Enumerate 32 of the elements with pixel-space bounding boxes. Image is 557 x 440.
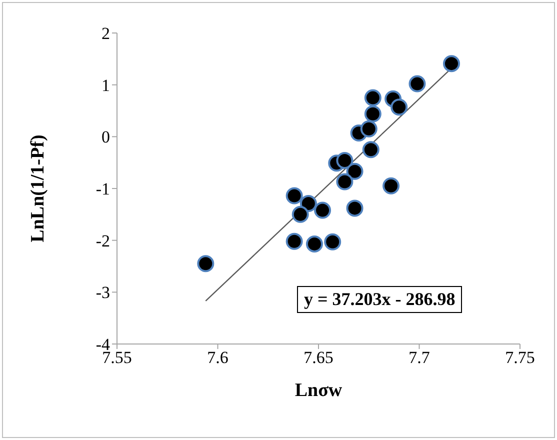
y-axis-title: LnLn(1/1-Pf) [28, 134, 49, 242]
point [360, 120, 378, 138]
point [408, 75, 426, 92]
point [346, 162, 364, 180]
point [442, 55, 460, 72]
point [390, 98, 408, 116]
y-tick-label: -1 [96, 180, 110, 199]
point [306, 235, 323, 252]
x-axis-title: Lnσw [294, 380, 342, 401]
y-tick-label: -2 [96, 231, 110, 250]
point [346, 200, 364, 217]
x-tick-label: 7.75 [505, 348, 535, 368]
point [197, 255, 214, 272]
point [382, 177, 400, 194]
point [364, 89, 382, 106]
point [314, 202, 332, 219]
y-tick-label: 1 [102, 76, 110, 95]
y-tick-label: -3 [96, 283, 110, 302]
x-tick-label: 7.65 [304, 348, 334, 368]
point [286, 187, 303, 204]
point [336, 152, 354, 170]
y-tick-label: 0 [102, 128, 110, 147]
annotation: y = 37.203x - 286.98 [297, 286, 462, 313]
x-tick-label: 7.6 [207, 348, 228, 368]
point [336, 173, 354, 190]
point [364, 105, 382, 122]
x-tick-label: 7.7 [408, 348, 430, 368]
y-tick-label: 2 [102, 24, 110, 44]
point [324, 233, 342, 250]
point [286, 232, 303, 250]
point [292, 206, 309, 223]
point [362, 141, 380, 158]
